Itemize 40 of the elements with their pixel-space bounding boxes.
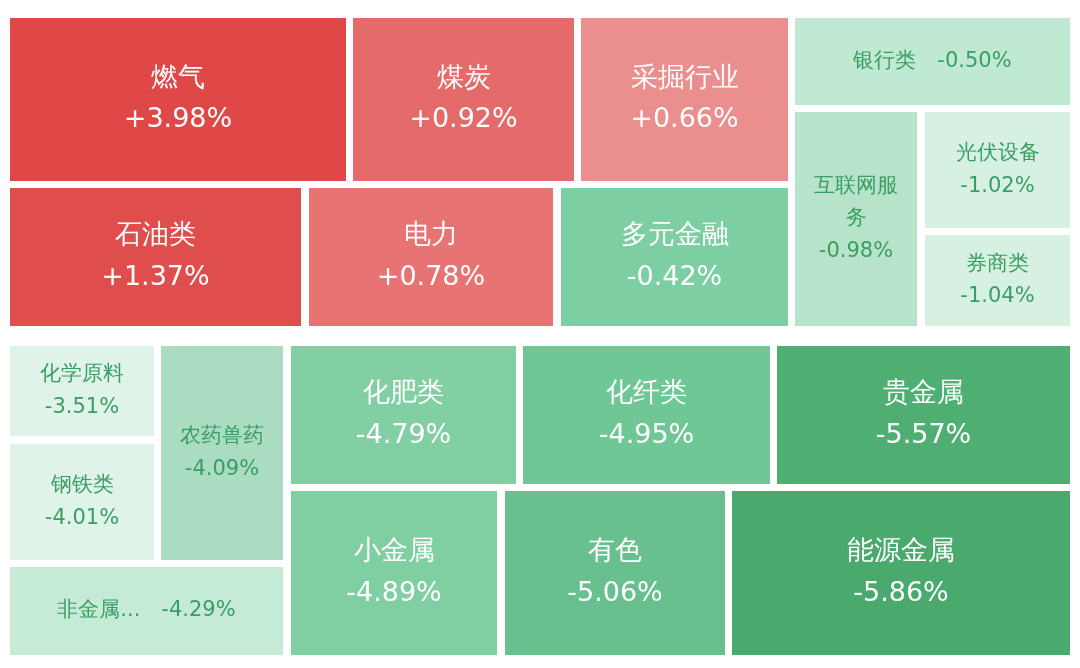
data-label: +0.78% [376,259,486,291]
category-label: 银行类 [852,47,917,72]
data-label: -5.86% [853,575,949,607]
data-label: -4.29% [161,597,236,622]
data-label: -1.04% [960,283,1035,308]
category-label: 光伏设备 [955,140,1040,165]
data-label: +1.37% [101,259,210,291]
data-label: -4.95% [598,417,695,449]
data-label: -0.98% [818,238,894,262]
category-label: 化肥类 [363,376,444,408]
category-label: 能源金属 [847,534,955,566]
data-label: -4.89% [346,575,442,607]
data-label: -4.01% [44,504,120,529]
category-label: 券商类 [966,250,1029,275]
data-label: -5.57% [875,417,972,449]
data-label: -1.02% [960,172,1035,197]
category-label: 农药兽药 [180,423,264,448]
data-label: -3.51% [44,393,120,418]
data-label: -5.06% [567,575,663,607]
data-label: +3.98% [123,102,233,134]
category-label: 互联网服务 [814,172,898,230]
category-label: 钢铁类 [49,472,114,497]
category-label: 燃气 [151,60,205,92]
data-label: -4.79% [355,417,452,449]
category-label: 多元金融 [620,218,729,250]
category-label: 小金属 [353,534,435,566]
category-label: 有色 [588,534,642,566]
data-label: -4.09% [184,455,260,480]
category-label: 电力 [404,218,458,250]
category-label: 石油类 [115,218,196,250]
category-label: 化纤类 [606,376,687,408]
data-label: -0.42% [626,259,723,291]
category-label: 煤炭 [436,60,491,92]
category-label: 贵金属 [883,376,964,408]
data-label: -0.50% [937,47,1012,72]
data-label: +0.92% [409,102,518,134]
data-label: +0.66% [630,102,739,134]
category-label: 非金属... [57,597,141,622]
category-label: 采掘行业 [630,60,739,92]
category-label: 化学原料 [40,361,124,386]
